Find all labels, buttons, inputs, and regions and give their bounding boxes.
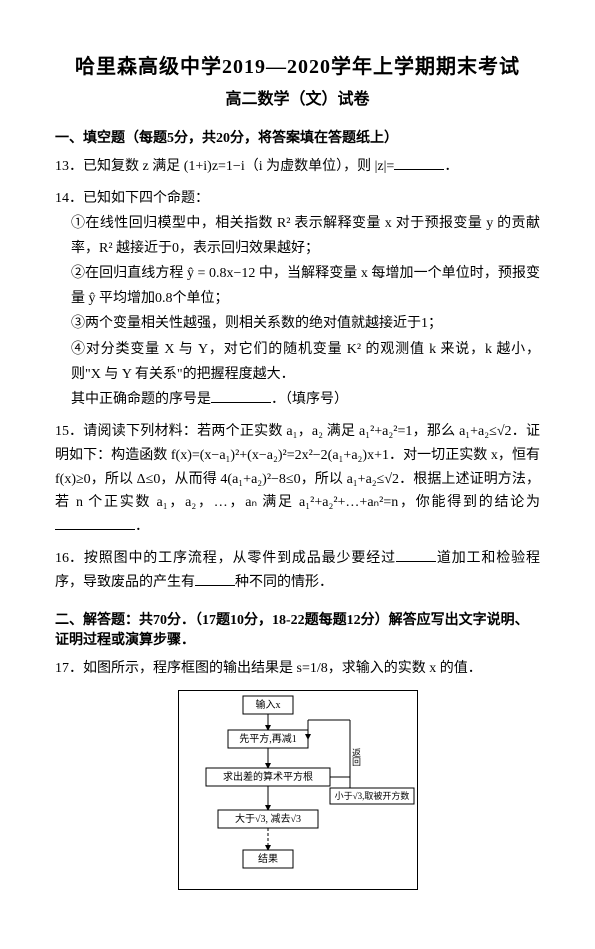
flow-cond: 小于√3,取被开方数 — [334, 790, 409, 801]
q17-text: 如图所示，程序框图的输出结果是 s=1/8，求输入的实数 x 的值． — [83, 661, 482, 676]
q16-after: 种不同的情形． — [235, 575, 333, 590]
q14-p2: ②在回归直线方程 ŷ = 0.8x−12 中，当解释变量 x 每增加一个单位时，… — [71, 261, 540, 311]
flow-op3: 大于√3, 减去√3 — [235, 812, 301, 825]
school-line: 哈里森高级中学2019—2020学年上学期期末考试 — [55, 50, 540, 79]
flow-result: 结果 — [258, 852, 278, 865]
question-16: 16．按照图中的工序流程，从零件到成品最少要经过道加工和检验程序，导致废品的产生… — [55, 547, 540, 595]
q13-num: 13． — [55, 155, 83, 179]
q13-blank — [394, 157, 444, 170]
q14-text: 已知如下四个命题： — [83, 191, 209, 206]
q13-after: ． — [444, 159, 458, 174]
q16-before: 按照图中的工序流程，从零件到成品最少要经过 — [83, 551, 396, 566]
section2-title: 二、解答题：共70分．（17题10分，18-22题每题12分）解答应写出文字说明… — [55, 609, 540, 649]
q17-num: 17． — [55, 657, 83, 681]
q15-num: 15． — [55, 420, 83, 444]
flowchart: 输入x 先平方,再减1 求出差的算术平方根 小于√3,取被开方数 返回 — [55, 690, 540, 895]
question-17: 17．如图所示，程序框图的输出结果是 s=1/8，求输入的实数 x 的值． — [55, 657, 540, 681]
q16-blank1 — [396, 549, 436, 562]
question-13: 13．已知复数 z 满足 (1+i)z=1−i（i 为虚数单位），则 |z|= ． — [55, 155, 540, 179]
q14-tail-after: ．（填序号） — [271, 392, 348, 407]
q15-after: ． — [135, 519, 149, 534]
flow-op2: 求出差的算术平方根 — [223, 770, 313, 783]
q14-blank — [211, 390, 271, 403]
q14-num: 14． — [55, 187, 83, 211]
q13-text: 已知复数 z 满足 (1+i)z=1−i（i 为虚数单位），则 |z|= — [83, 159, 394, 174]
q15-text: 请阅读下列材料：若两个正实数 a₁，a₂ 满足 a₁²+a₂²=1，那么 a₁+… — [55, 424, 540, 510]
flow-op1: 先平方,再减1 — [239, 732, 297, 745]
q14-p4: ④对分类变量 X 与 Y，对它们的随机变量 K² 的观测值 k 来说，k 越小，… — [71, 337, 540, 387]
q15-blank — [55, 517, 135, 530]
grade-subject: 高二数学（文）试卷 — [55, 85, 540, 109]
question-14: 14．已知如下四个命题： ①在线性回归模型中，相关指数 R² 表示解释变量 x … — [55, 187, 540, 412]
flow-input: 输入x — [255, 698, 280, 711]
section1-title: 一、填空题（每题5分，共20分，将答案填在答题纸上） — [55, 127, 540, 147]
q14-tail: 其中正确命题的序号是 — [71, 392, 211, 407]
q14-p1: ①在线性回归模型中，相关指数 R² 表示解释变量 x 对于预报变量 y 的贡献率… — [71, 211, 540, 261]
flowchart-svg: 输入x 先平方,再减1 求出差的算术平方根 小于√3,取被开方数 返回 — [178, 690, 418, 890]
q16-num: 16． — [55, 547, 83, 571]
q16-blank2 — [195, 573, 235, 586]
q14-p3: ③两个变量相关性越强，则相关系数的绝对值就越接近于1； — [71, 311, 540, 336]
flow-return: 返回 — [351, 747, 361, 767]
question-15: 15．请阅读下列材料：若两个正实数 a₁，a₂ 满足 a₁²+a₂²=1，那么 … — [55, 420, 540, 539]
